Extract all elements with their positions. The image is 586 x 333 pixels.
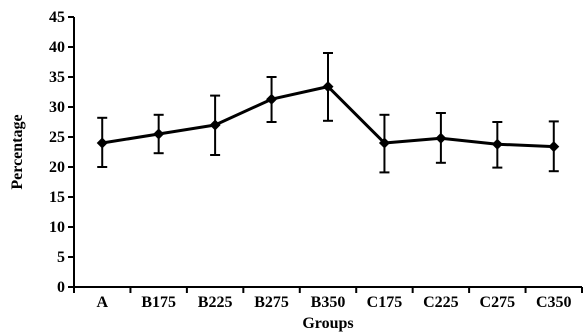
x-tick-label: B175 xyxy=(141,294,176,311)
data-point-marker xyxy=(548,141,560,153)
x-tick-label: B225 xyxy=(198,294,233,311)
x-tick-label: C175 xyxy=(367,294,403,311)
x-axis: A B175 B225 B275 B350 C175 C225 C275 C350 xyxy=(73,286,583,311)
data-point-marker xyxy=(96,137,108,149)
data-point-marker xyxy=(322,81,334,93)
series-line xyxy=(96,52,560,174)
data-point-marker xyxy=(378,137,390,149)
data-point-marker xyxy=(209,119,221,131)
data-point-marker xyxy=(435,132,447,144)
y-tick-label: 25 xyxy=(49,129,65,146)
x-tick-label: B350 xyxy=(311,294,346,311)
y-tick-label: 40 xyxy=(49,39,65,56)
y-tick-label: 30 xyxy=(49,99,65,116)
data-point-marker xyxy=(491,138,503,150)
y-tick-label: 35 xyxy=(49,69,65,86)
y-tick-label: 45 xyxy=(49,9,65,26)
y-tick-label: 0 xyxy=(57,279,65,296)
y-axis-title: Percentage xyxy=(9,114,26,189)
x-tick-label: B275 xyxy=(254,294,289,311)
y-tick-label: 5 xyxy=(57,249,65,266)
y-axis: 0 5 10 15 20 25 30 35 40 45 xyxy=(49,9,75,296)
x-tick-label: A xyxy=(96,294,108,311)
y-tick-label: 15 xyxy=(49,189,65,206)
x-tick-label: C275 xyxy=(480,294,516,311)
y-tick-label: 20 xyxy=(49,159,65,176)
data-point-marker xyxy=(153,128,165,140)
data-point-marker xyxy=(266,93,278,105)
x-tick-label: C350 xyxy=(536,294,572,311)
x-axis-title: Groups xyxy=(302,315,353,332)
x-tick-label: C225 xyxy=(423,294,459,311)
y-tick-label: 10 xyxy=(49,219,65,236)
